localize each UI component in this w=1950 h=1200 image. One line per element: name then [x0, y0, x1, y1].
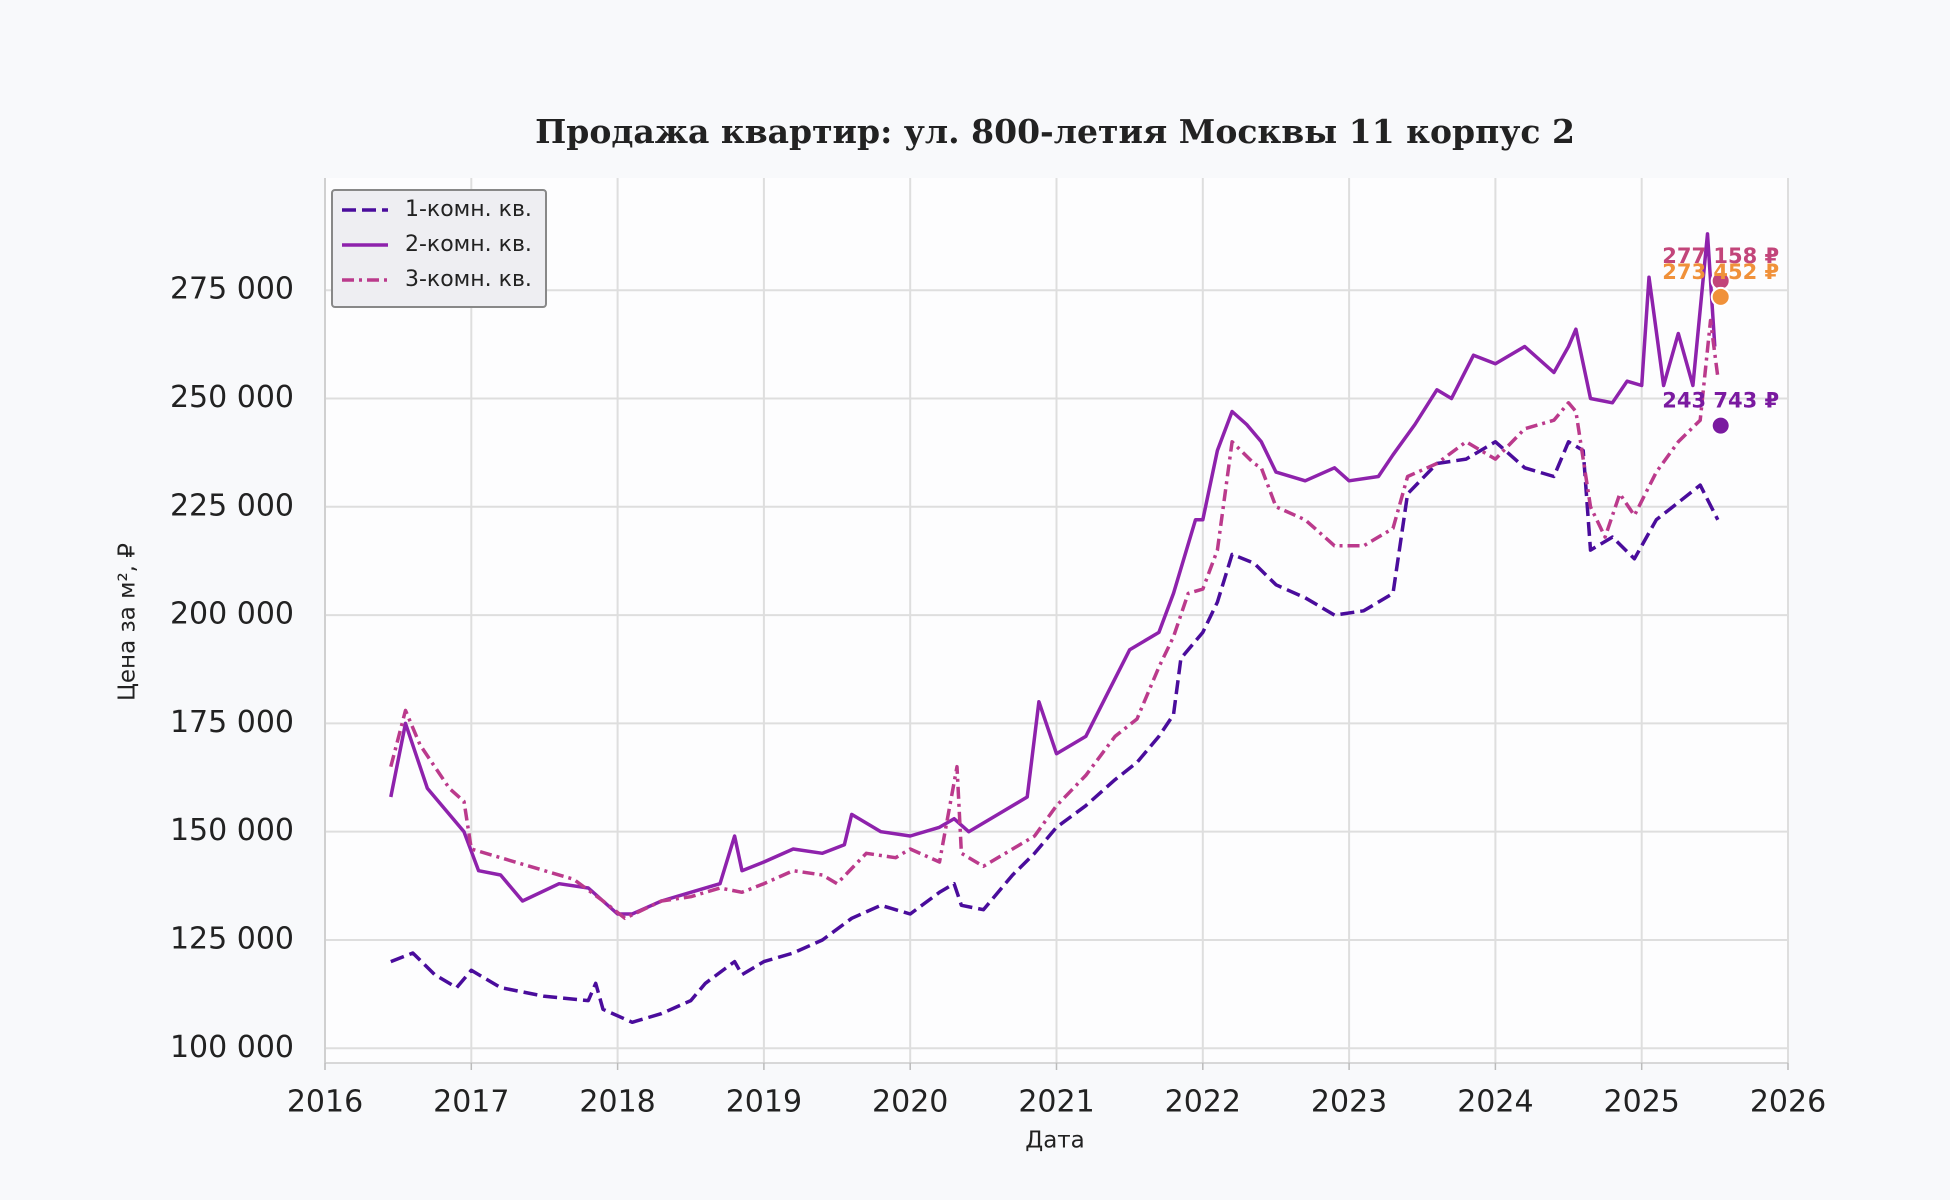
x-tick-label: 2021 — [1018, 1085, 1094, 1120]
series-line — [390, 440, 1720, 1025]
x-tick-label: 2019 — [726, 1085, 802, 1120]
series-line — [389, 232, 1717, 916]
y-tick-label: 200 000 — [170, 597, 294, 632]
x-tick-label: 2025 — [1604, 1085, 1680, 1120]
x-axis-label: Дата — [1025, 1128, 1085, 1154]
x-tick-label: 2017 — [433, 1085, 509, 1120]
grid — [324, 178, 1789, 1063]
x-tick-label: 2022 — [1165, 1085, 1241, 1120]
x-tick-label: 2016 — [287, 1085, 363, 1120]
lines — [389, 232, 1720, 1025]
legend: 1-комн. кв. 2-комн. кв. 3-комн. кв. — [331, 189, 547, 308]
legend-label: 2-комн. кв. — [405, 232, 532, 257]
annotation-dot — [1710, 415, 1731, 436]
chart-title: Продажа квартир: ул. 800-летия Москвы 11… — [535, 112, 1575, 151]
x-tick-label: 2020 — [872, 1085, 948, 1120]
annotation-label: 277 158 ₽ — [1662, 244, 1779, 268]
x-tick-label: 2024 — [1457, 1085, 1533, 1120]
series-line — [389, 318, 1720, 921]
legend-box — [331, 189, 547, 308]
y-tick-label: 175 000 — [170, 705, 294, 740]
y-tick-label: 150 000 — [170, 813, 294, 848]
legend-label: 1-комн. кв. — [405, 197, 532, 222]
y-axis-label: Цена за м², ₽ — [115, 543, 141, 701]
y-tick-label: 125 000 — [170, 921, 294, 956]
y-tick-label: 250 000 — [170, 380, 294, 415]
x-tick-label: 2023 — [1311, 1085, 1387, 1120]
annotation-label: 273 452 ₽ — [1662, 260, 1779, 284]
y-tick-label: 275 000 — [170, 272, 294, 307]
y-tick-label: 100 000 — [170, 1030, 294, 1065]
legend-label: 3-комн. кв. — [405, 267, 532, 292]
annotation-dot — [1710, 286, 1731, 307]
annotation-label: 243 743 ₽ — [1662, 389, 1779, 413]
y-tick-label: 225 000 — [170, 488, 294, 523]
x-tick-label: 2026 — [1750, 1085, 1826, 1120]
x-tick-label: 2018 — [579, 1085, 655, 1120]
